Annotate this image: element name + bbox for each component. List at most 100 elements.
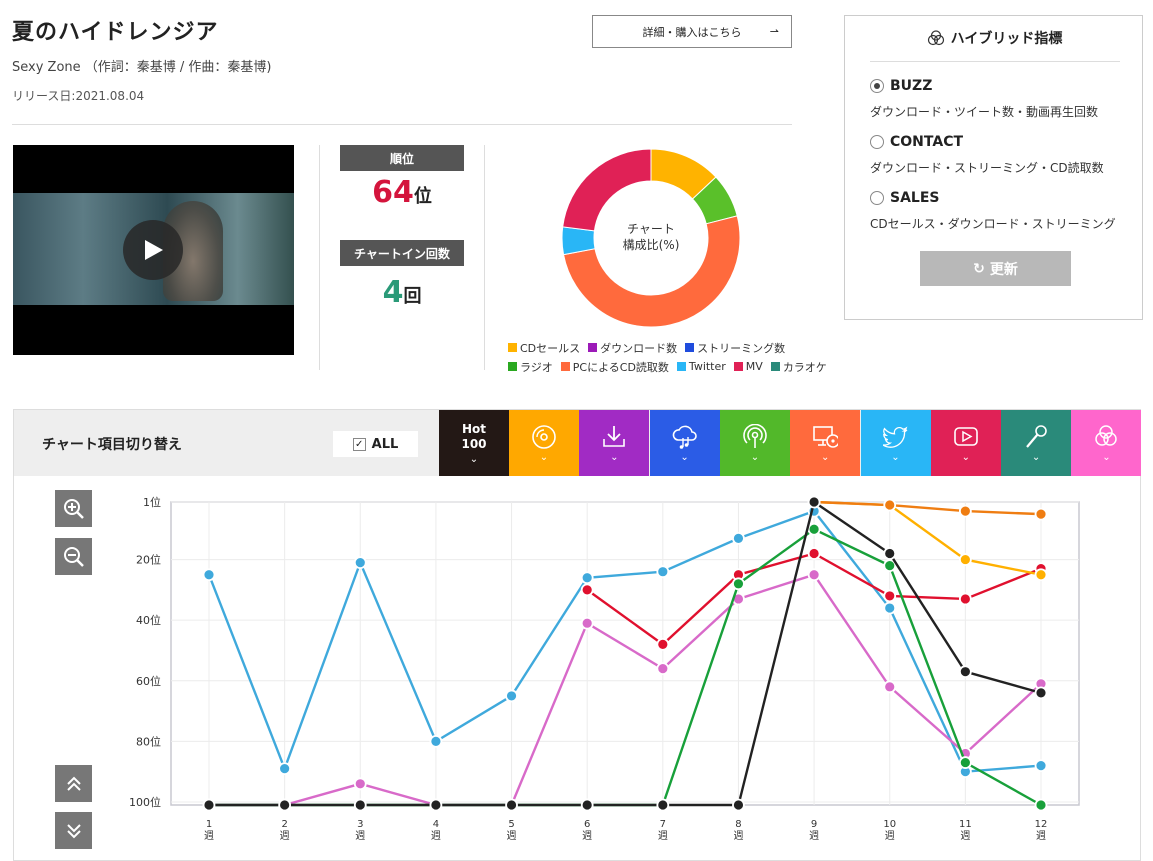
series-point[interactable]: [429, 734, 443, 748]
option-buzz[interactable]: BUZZ: [870, 78, 932, 94]
series-point[interactable]: [1034, 759, 1048, 773]
series-point[interactable]: [1034, 686, 1048, 700]
series-point[interactable]: [958, 504, 972, 518]
all-toggle[interactable]: ✓ ALL: [333, 431, 418, 457]
tab-pc-cd[interactable]: ⌄: [790, 410, 861, 476]
y-tick-label: 1位: [143, 495, 161, 509]
scroll-up-button[interactable]: [55, 765, 92, 802]
series-point[interactable]: [580, 571, 594, 585]
series-point[interactable]: [1034, 507, 1048, 521]
series-point[interactable]: [732, 577, 745, 591]
series-point[interactable]: [278, 762, 292, 776]
tab-karaoke[interactable]: ⌄: [1001, 410, 1072, 476]
option-label: BUZZ: [890, 78, 933, 94]
hot-line2: 100: [461, 436, 487, 451]
refresh-button[interactable]: ↻ 更新: [920, 251, 1071, 286]
radio-unselected[interactable]: [870, 191, 884, 205]
series-point[interactable]: [807, 495, 821, 509]
series-point[interactable]: [353, 777, 367, 791]
series-line: [814, 500, 1042, 516]
tab-twitter[interactable]: ⌄: [860, 410, 931, 476]
series-point[interactable]: [1034, 798, 1048, 812]
tab-streaming[interactable]: ⌄: [649, 410, 720, 476]
series-point[interactable]: [883, 589, 897, 603]
series-point[interactable]: [656, 638, 670, 651]
series-point[interactable]: [580, 583, 594, 597]
zoom-in-button[interactable]: [55, 490, 92, 527]
legend-item: ラジオ: [508, 359, 553, 375]
series-point[interactable]: [807, 568, 821, 582]
series-point[interactable]: [958, 592, 972, 606]
header-divider: [12, 124, 792, 125]
option-contact[interactable]: CONTACT: [870, 134, 963, 150]
video-thumbnail[interactable]: [13, 145, 294, 355]
legend-label: PCによるCD読取数: [572, 360, 669, 374]
series-point[interactable]: [353, 556, 367, 569]
series-point[interactable]: [732, 798, 745, 812]
karaoke-icon: [1026, 424, 1047, 448]
radio-unselected[interactable]: [870, 135, 884, 149]
series-point[interactable]: [958, 553, 972, 566]
series-point[interactable]: [1034, 568, 1048, 582]
legend-swatch: [685, 343, 695, 352]
series-point[interactable]: [656, 662, 670, 676]
series-point[interactable]: [202, 568, 216, 582]
zoom-out-button[interactable]: [55, 538, 92, 575]
chart-switch-label: チャート項目切り替え: [42, 437, 182, 453]
tab-download[interactable]: ⌄: [579, 410, 650, 476]
series-point[interactable]: [656, 798, 670, 812]
series-point[interactable]: [958, 665, 972, 679]
legend-swatch: [560, 362, 570, 371]
series-point[interactable]: [580, 616, 594, 630]
radio-selected[interactable]: [870, 79, 884, 93]
x-tick-label: 11 週: [959, 819, 972, 842]
panel-divider: [870, 61, 1120, 62]
series-point[interactable]: [656, 565, 670, 579]
series-point[interactable]: [883, 498, 897, 512]
checkbox-checked[interactable]: ✓: [352, 437, 366, 451]
series-point[interactable]: [807, 547, 821, 560]
panel-title: ハイブリッド指標: [845, 28, 1144, 48]
double-chevron-up-icon: [66, 776, 81, 791]
series-point[interactable]: [883, 547, 897, 560]
legend-item: ダウンロード数: [588, 340, 677, 356]
y-tick-label: 60位: [136, 674, 161, 688]
tab-hybrid[interactable]: ⌄: [1071, 410, 1142, 476]
option-label: CONTACT: [890, 134, 964, 150]
series-point[interactable]: [353, 798, 367, 812]
tab-radio[interactable]: ⌄: [719, 410, 790, 476]
chevron-down-icon: ⌄: [820, 451, 830, 463]
series-point[interactable]: [505, 798, 518, 812]
legend-label: ストリーミング数: [697, 341, 786, 355]
tab-mv[interactable]: ⌄: [930, 410, 1001, 476]
series-point[interactable]: [202, 798, 216, 812]
scroll-down-button[interactable]: [55, 812, 92, 849]
series-point[interactable]: [807, 522, 821, 536]
series-line: [209, 500, 1042, 807]
legend-item: Twitter: [676, 360, 726, 373]
artist-credits: Sexy Zone （作詞：秦基博 / 作曲：秦基博): [12, 60, 272, 75]
chevron-down-icon: ⌄: [539, 451, 549, 463]
series-point[interactable]: [732, 531, 745, 545]
rank-value: 64位: [340, 175, 464, 210]
play-button[interactable]: [123, 220, 183, 280]
tab-hot100[interactable]: Hot 100 ⌄: [439, 410, 509, 476]
series-point[interactable]: [278, 798, 292, 812]
chevron-down-icon: ⌄: [1102, 451, 1111, 463]
series-point[interactable]: [505, 689, 518, 703]
donut-center-line2: 構成比(%): [623, 238, 680, 252]
series-point[interactable]: [883, 601, 897, 615]
option-sales[interactable]: SALES: [870, 190, 940, 206]
y-tick-label: 80位: [136, 734, 161, 748]
series-point[interactable]: [883, 680, 897, 694]
series-point[interactable]: [580, 798, 594, 812]
series-point[interactable]: [883, 559, 897, 573]
series-point[interactable]: [429, 798, 443, 812]
buy-details-button[interactable]: 詳細・購入はこちら ⇀: [592, 15, 792, 48]
series-point[interactable]: [958, 756, 972, 769]
tab-cd[interactable]: ⌄: [509, 410, 579, 476]
